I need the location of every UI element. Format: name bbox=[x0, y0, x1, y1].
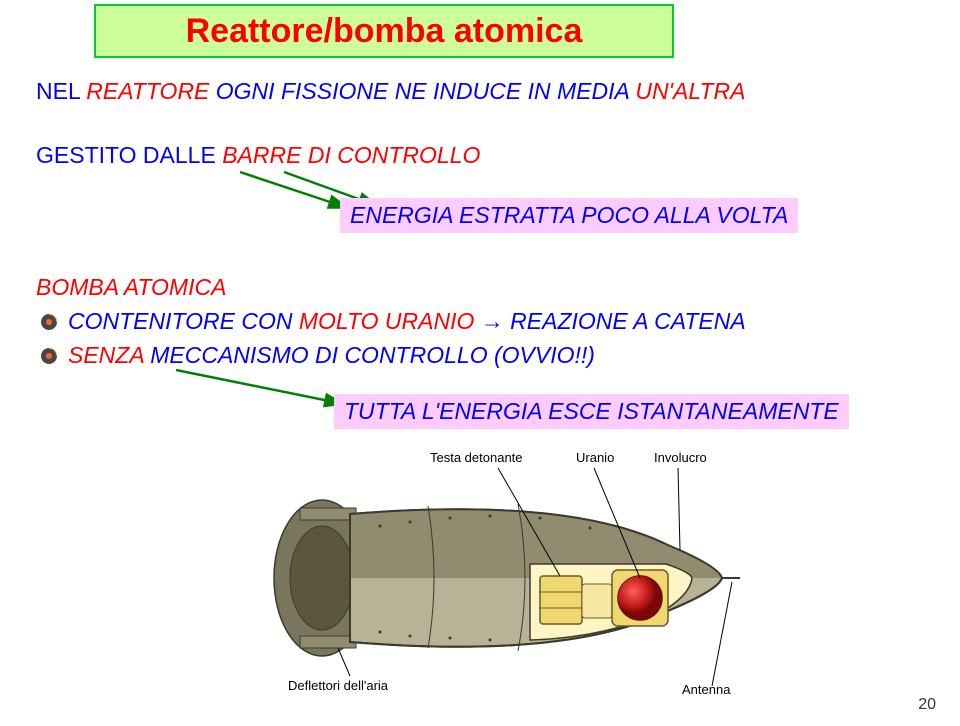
bullet-1-a: CONTENITORE CON bbox=[68, 308, 299, 334]
page-number: 20 bbox=[918, 696, 936, 714]
bomb-diagram: Testa detonante Uranio Involucro Deflett… bbox=[270, 446, 750, 696]
bullet-1-text: CONTENITORE CON MOLTO URANIO → REAZIONE … bbox=[68, 308, 746, 335]
label-deflettori: Deflettori dell'aria bbox=[288, 678, 389, 693]
bullet-no-control: SENZA MECCANISMO DI CONTROLLO (OVVIO!!) bbox=[40, 342, 595, 369]
bullet-2-text: SENZA MECCANISMO DI CONTROLLO (OVVIO!!) bbox=[68, 342, 595, 369]
bullet-2-b: MECCANISMO DI CONTROLLO (OVVIO!!) bbox=[144, 342, 595, 368]
bullet-2-a: SENZA bbox=[68, 342, 144, 368]
bomb-heading: BOMBA ATOMICA bbox=[36, 274, 226, 301]
label-uranio: Uranio bbox=[576, 450, 614, 465]
energy-extracted-box: ENERGIA ESTRATTA POCO ALLA VOLTA bbox=[340, 198, 798, 233]
bullet-icon bbox=[40, 347, 58, 365]
all-energy-box: TUTTA L'ENERGIA ESCE ISTANTANEAMENTE bbox=[334, 394, 849, 429]
label-testa: Testa detonante bbox=[430, 450, 523, 465]
bullet-icon bbox=[40, 313, 58, 331]
bullet-container: CONTENITORE CON MOLTO URANIO → REAZIONE … bbox=[40, 308, 746, 335]
bullet-1-c: REAZIONE A CATENA bbox=[510, 308, 746, 334]
bullet-1-b: MOLTO URANIO bbox=[299, 308, 475, 334]
label-involucro: Involucro bbox=[654, 450, 707, 465]
arrow-glyph: → bbox=[474, 308, 510, 334]
label-antenna: Antenna bbox=[682, 682, 731, 696]
